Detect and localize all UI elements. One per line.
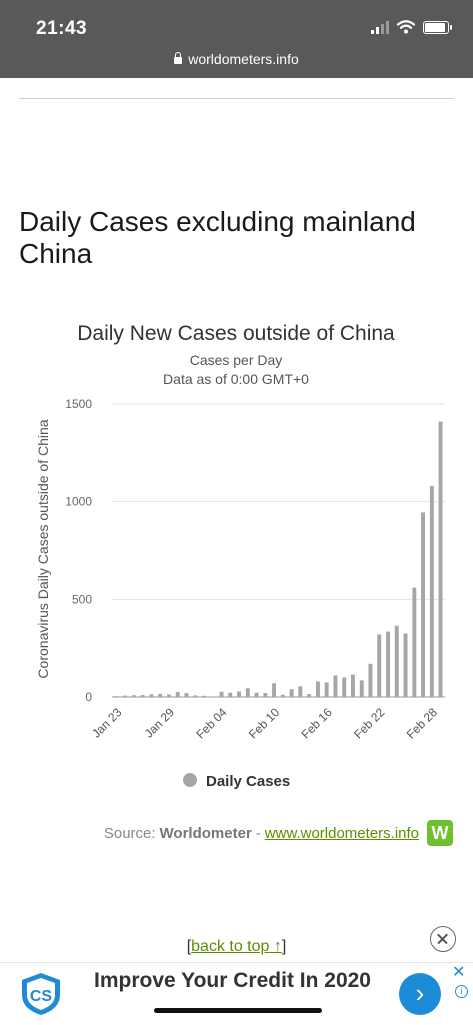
daily-cases-chart: Daily New Cases outside of China Cases p… bbox=[35, 322, 445, 790]
bar[interactable] bbox=[123, 695, 128, 697]
bar[interactable] bbox=[307, 694, 312, 697]
x-tick-label: Feb 10 bbox=[246, 705, 283, 742]
bar[interactable] bbox=[368, 663, 373, 697]
chart-subtitle-date: Data as of 0:00 GMT+0 bbox=[163, 371, 309, 387]
bar[interactable] bbox=[298, 686, 303, 697]
bar[interactable] bbox=[245, 688, 250, 697]
bar[interactable] bbox=[429, 486, 434, 697]
bar[interactable] bbox=[184, 693, 189, 697]
ad-choices-close-icon[interactable]: ✕ bbox=[452, 964, 466, 981]
bar[interactable] bbox=[421, 512, 425, 697]
bar[interactable] bbox=[412, 587, 417, 697]
clock: 21:43 bbox=[36, 18, 88, 39]
y-axis-label: Coronavirus Daily Cases outside of China bbox=[35, 419, 51, 678]
bar[interactable] bbox=[254, 692, 259, 697]
bar[interactable] bbox=[114, 696, 119, 698]
ad-logo-letters: CS bbox=[30, 988, 53, 1005]
ad-info-icon[interactable]: i bbox=[455, 985, 468, 998]
y-tick-label: 500 bbox=[72, 592, 92, 606]
credit-shield-logo-icon: CS bbox=[22, 973, 60, 1015]
source-line: Source: Worldometer - www.worldometers.i… bbox=[104, 820, 453, 846]
bar[interactable] bbox=[351, 674, 355, 698]
back-to-top-link[interactable]: back to top ↑ bbox=[191, 938, 282, 955]
close-ad-icon[interactable] bbox=[430, 926, 456, 952]
bar[interactable] bbox=[263, 693, 268, 697]
url-text: worldometers.info bbox=[188, 51, 299, 67]
bar[interactable] bbox=[289, 689, 294, 697]
source-separator: - bbox=[255, 824, 261, 842]
ad-headline[interactable]: Improve Your Credit In 2020 bbox=[94, 969, 371, 992]
x-tick-label: Feb 04 bbox=[193, 705, 230, 742]
y-tick-label: 0 bbox=[85, 690, 92, 704]
bar[interactable] bbox=[272, 683, 276, 697]
bar[interactable] bbox=[210, 696, 215, 698]
bar[interactable] bbox=[342, 677, 347, 698]
source-label: Source: bbox=[103, 824, 156, 842]
y-tick-label: 1000 bbox=[65, 495, 92, 509]
bracket-open: [ bbox=[186, 938, 192, 955]
bar[interactable] bbox=[377, 634, 382, 698]
legend-marker bbox=[183, 773, 197, 787]
status-bar: 21:43 worldometers.info bbox=[0, 0, 473, 78]
x-tick-label: Feb 22 bbox=[351, 705, 388, 742]
x-tick-label: Feb 16 bbox=[299, 705, 336, 742]
bar[interactable] bbox=[316, 681, 320, 697]
bar[interactable] bbox=[394, 625, 399, 697]
status-icons bbox=[371, 20, 452, 34]
bar[interactable] bbox=[149, 694, 154, 697]
ad-cta-arrow-icon[interactable]: › bbox=[399, 973, 441, 1015]
cellular-signal-icon bbox=[371, 20, 389, 34]
bar[interactable] bbox=[158, 693, 163, 697]
legend-label[interactable]: Daily Cases bbox=[206, 773, 290, 790]
bar[interactable] bbox=[237, 691, 241, 698]
bar[interactable] bbox=[219, 691, 224, 697]
bar[interactable] bbox=[175, 692, 180, 697]
bar[interactable] bbox=[324, 682, 329, 697]
bar[interactable] bbox=[193, 695, 198, 697]
worldometer-logo-icon[interactable]: W bbox=[427, 820, 453, 846]
ad-banner[interactable]: CS Improve Your Credit In 2020 › bbox=[0, 962, 473, 1025]
bar[interactable] bbox=[140, 695, 145, 697]
source-name: Worldometer bbox=[159, 824, 252, 842]
bar[interactable] bbox=[228, 692, 233, 697]
section-title: Daily Cases excluding mainland China bbox=[19, 206, 416, 269]
address-bar[interactable]: worldometers.info bbox=[0, 51, 473, 67]
lock-icon bbox=[174, 52, 183, 64]
bracket-close: ] bbox=[281, 938, 287, 955]
battery-icon bbox=[423, 20, 452, 34]
back-to-top: [back to top ↑] bbox=[0, 938, 473, 956]
bar[interactable] bbox=[280, 694, 285, 697]
bar[interactable] bbox=[359, 680, 364, 697]
bar[interactable] bbox=[386, 631, 390, 697]
x-tick-label: Feb 28 bbox=[404, 705, 441, 742]
bar[interactable] bbox=[167, 694, 171, 698]
chart-subtitle: Cases per Day bbox=[190, 352, 283, 368]
home-indicator bbox=[154, 1008, 322, 1013]
wifi-icon bbox=[397, 20, 415, 34]
bar[interactable] bbox=[333, 675, 338, 698]
x-tick-label: Jan 23 bbox=[89, 705, 125, 741]
source-link[interactable]: www.worldometers.info bbox=[264, 824, 419, 842]
y-tick-label: 1500 bbox=[65, 397, 92, 411]
chart-title: Daily New Cases outside of China bbox=[77, 322, 395, 345]
bar[interactable] bbox=[403, 633, 408, 698]
bar[interactable] bbox=[131, 695, 136, 697]
bar[interactable] bbox=[202, 695, 206, 697]
divider bbox=[19, 98, 454, 99]
bar[interactable] bbox=[438, 421, 443, 697]
x-tick-label: Jan 29 bbox=[142, 705, 178, 741]
